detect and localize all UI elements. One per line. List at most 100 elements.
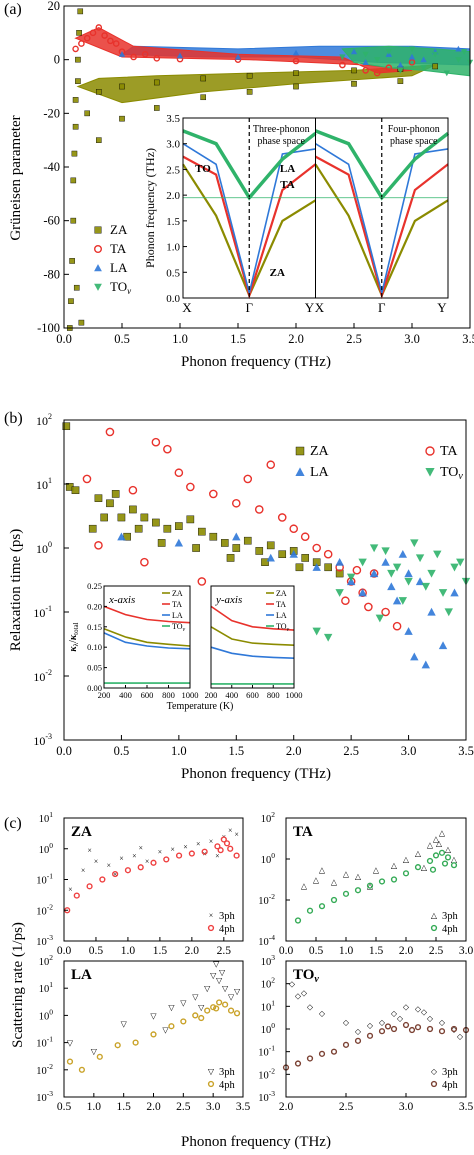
c-point-3ph-ZA: × bbox=[158, 848, 163, 857]
c-point-3ph-TO: ◇ bbox=[355, 1027, 362, 1036]
b-point-ZA bbox=[117, 513, 126, 522]
c-point-3ph-TA: △ bbox=[445, 845, 452, 854]
c-xtick-label: 0.5 bbox=[309, 945, 324, 957]
a-point-ZA bbox=[77, 8, 84, 15]
b-inset-xtick-label: 800 bbox=[267, 690, 280, 700]
a-inset-label-TO: TO bbox=[195, 163, 211, 175]
b-point-TO bbox=[398, 597, 408, 605]
b-point-LA bbox=[381, 557, 390, 566]
c-ytick-label: 101 bbox=[39, 980, 54, 995]
c-point-3ph-ZA: × bbox=[68, 885, 73, 894]
c-point-3ph-TA: △ bbox=[439, 828, 446, 837]
b-point-ZA bbox=[111, 490, 120, 498]
c-point-3ph-TO: ◇ bbox=[295, 992, 302, 1001]
c-point-3ph-ZA: × bbox=[145, 857, 150, 866]
b-inset-ylabel-sub: λ bbox=[72, 642, 80, 646]
c-point-3ph-TA: △ bbox=[391, 861, 398, 870]
c-point-3ph-TA: △ bbox=[403, 855, 410, 864]
a-legend-ZA: ZA bbox=[110, 222, 128, 237]
b-inset-line-TA bbox=[210, 605, 295, 631]
c-point-4ph-TO bbox=[378, 1028, 386, 1035]
b-legend-marker-ZA bbox=[295, 446, 305, 456]
b-ytick-exponent: 2 bbox=[48, 412, 52, 421]
c-point-3ph-TA: △ bbox=[331, 877, 338, 886]
b-point-TA bbox=[174, 468, 184, 478]
b-point-ZA bbox=[226, 554, 235, 562]
b-inset-y-axis-label: κλ/κtotal bbox=[68, 622, 80, 651]
b-point-ZA bbox=[220, 539, 229, 547]
b-point-ZA bbox=[335, 569, 344, 578]
a-point-TO bbox=[408, 46, 416, 53]
b-point-TO bbox=[346, 573, 356, 582]
b-ytick-exponent: -2 bbox=[45, 668, 52, 677]
b-point-ZA bbox=[255, 547, 264, 555]
b-point-TA bbox=[323, 549, 333, 559]
c-point-4ph-LA bbox=[78, 1066, 86, 1073]
c-point-3ph-LA: ▽ bbox=[210, 971, 217, 980]
a-point-ZA bbox=[397, 78, 404, 84]
c-point-4ph-TA bbox=[378, 878, 386, 885]
a-point-ZA bbox=[75, 78, 81, 84]
c-ytick-label: 10-2 bbox=[258, 1066, 275, 1081]
c-point-3ph-ZA: × bbox=[228, 826, 233, 835]
b-inset-legend-TA: TA bbox=[276, 600, 286, 609]
a-point-ZA bbox=[351, 81, 357, 87]
c-ytick-exponent: -1 bbox=[47, 1035, 53, 1044]
panel-a-chart: 0.0 0.5 1.0 1.5 2.0 2.5 3.0 3.5 20 0 -20 -40 -60 -80 -… bbox=[37, 0, 474, 346]
a-inset-title-right-1: Four-phonon bbox=[388, 124, 440, 135]
c-point-3ph-ZA: × bbox=[81, 866, 86, 875]
c-legend-4ph: 4ph bbox=[442, 924, 459, 935]
b-point-ZA bbox=[152, 518, 160, 527]
b-point-TA bbox=[197, 577, 207, 586]
b-point-ZA bbox=[175, 522, 183, 530]
a-ytick-label: -40 bbox=[43, 160, 60, 174]
c-legend-marker-4ph bbox=[430, 1080, 438, 1088]
a-inset-ytick-label: 2.0 bbox=[166, 190, 180, 202]
b-point-LA bbox=[117, 532, 126, 541]
b-inset-ytick-label: 0.05 bbox=[87, 663, 102, 673]
a-inset-title-right-2: phase space bbox=[390, 136, 438, 147]
a-point-TA bbox=[141, 51, 149, 58]
b-point-TA bbox=[341, 596, 350, 606]
b-xtick-label: 3.0 bbox=[401, 744, 417, 758]
a-inset-ytick-label: 1.5 bbox=[166, 216, 180, 228]
a-point-TA bbox=[101, 32, 108, 39]
c-point-4ph-ZA bbox=[214, 843, 221, 850]
c-subplot-label-ZA: ZA bbox=[71, 824, 92, 840]
c-point-4ph-ZA bbox=[73, 892, 80, 899]
c-point-4ph-TA bbox=[354, 887, 362, 894]
c-point-4ph-TO bbox=[342, 1041, 350, 1048]
c-xtick-label: 2.0 bbox=[399, 945, 414, 957]
c-point-3ph-TA: △ bbox=[355, 872, 362, 881]
b-xtick-label: 2.0 bbox=[286, 744, 302, 758]
b-point-LA bbox=[312, 563, 321, 571]
c-point-4ph-ZA bbox=[233, 852, 240, 859]
a-point-TO bbox=[443, 70, 450, 77]
c-ytick-label: 102 bbox=[261, 810, 276, 825]
c-legend-3ph: 3ph bbox=[219, 911, 236, 922]
b-legend-marker-LA bbox=[295, 467, 305, 476]
a-ytick-label: 0 bbox=[54, 53, 60, 67]
c-point-4ph-TO bbox=[366, 1032, 374, 1039]
b-inset-ylabel-kappa2: κ bbox=[68, 634, 79, 640]
c-point-4ph-TA bbox=[306, 907, 314, 914]
c-point-4ph-LA bbox=[198, 1014, 205, 1022]
c-point-3ph-LA: ▽ bbox=[162, 1026, 169, 1035]
c-legend-3ph: 3ph bbox=[442, 911, 459, 922]
b-point-ZA bbox=[261, 558, 269, 566]
b-point-TA bbox=[266, 460, 276, 470]
b-point-LA bbox=[392, 596, 402, 605]
c-legend-marker-3ph: ▽ bbox=[208, 1067, 215, 1076]
c-point-4ph-TO bbox=[306, 1055, 314, 1062]
a-legend-marker-ZA bbox=[94, 226, 102, 234]
a-inset-xtick-label: X bbox=[182, 300, 192, 315]
a-y-axis-label: Grüneisen parameter bbox=[8, 115, 24, 240]
b-ytick-exponent: 1 bbox=[48, 476, 52, 485]
c-ytick-label: 10-3 bbox=[36, 933, 53, 948]
c-point-3ph-TA: △ bbox=[367, 882, 374, 891]
c-ytick-label: 102 bbox=[39, 953, 54, 968]
c-xtick-label: 2.5 bbox=[339, 1101, 354, 1113]
c-point-4ph-TA bbox=[429, 866, 437, 873]
c-point-3ph-TO: ◇ bbox=[451, 1025, 458, 1034]
c-point-4ph-ZA bbox=[217, 847, 224, 854]
